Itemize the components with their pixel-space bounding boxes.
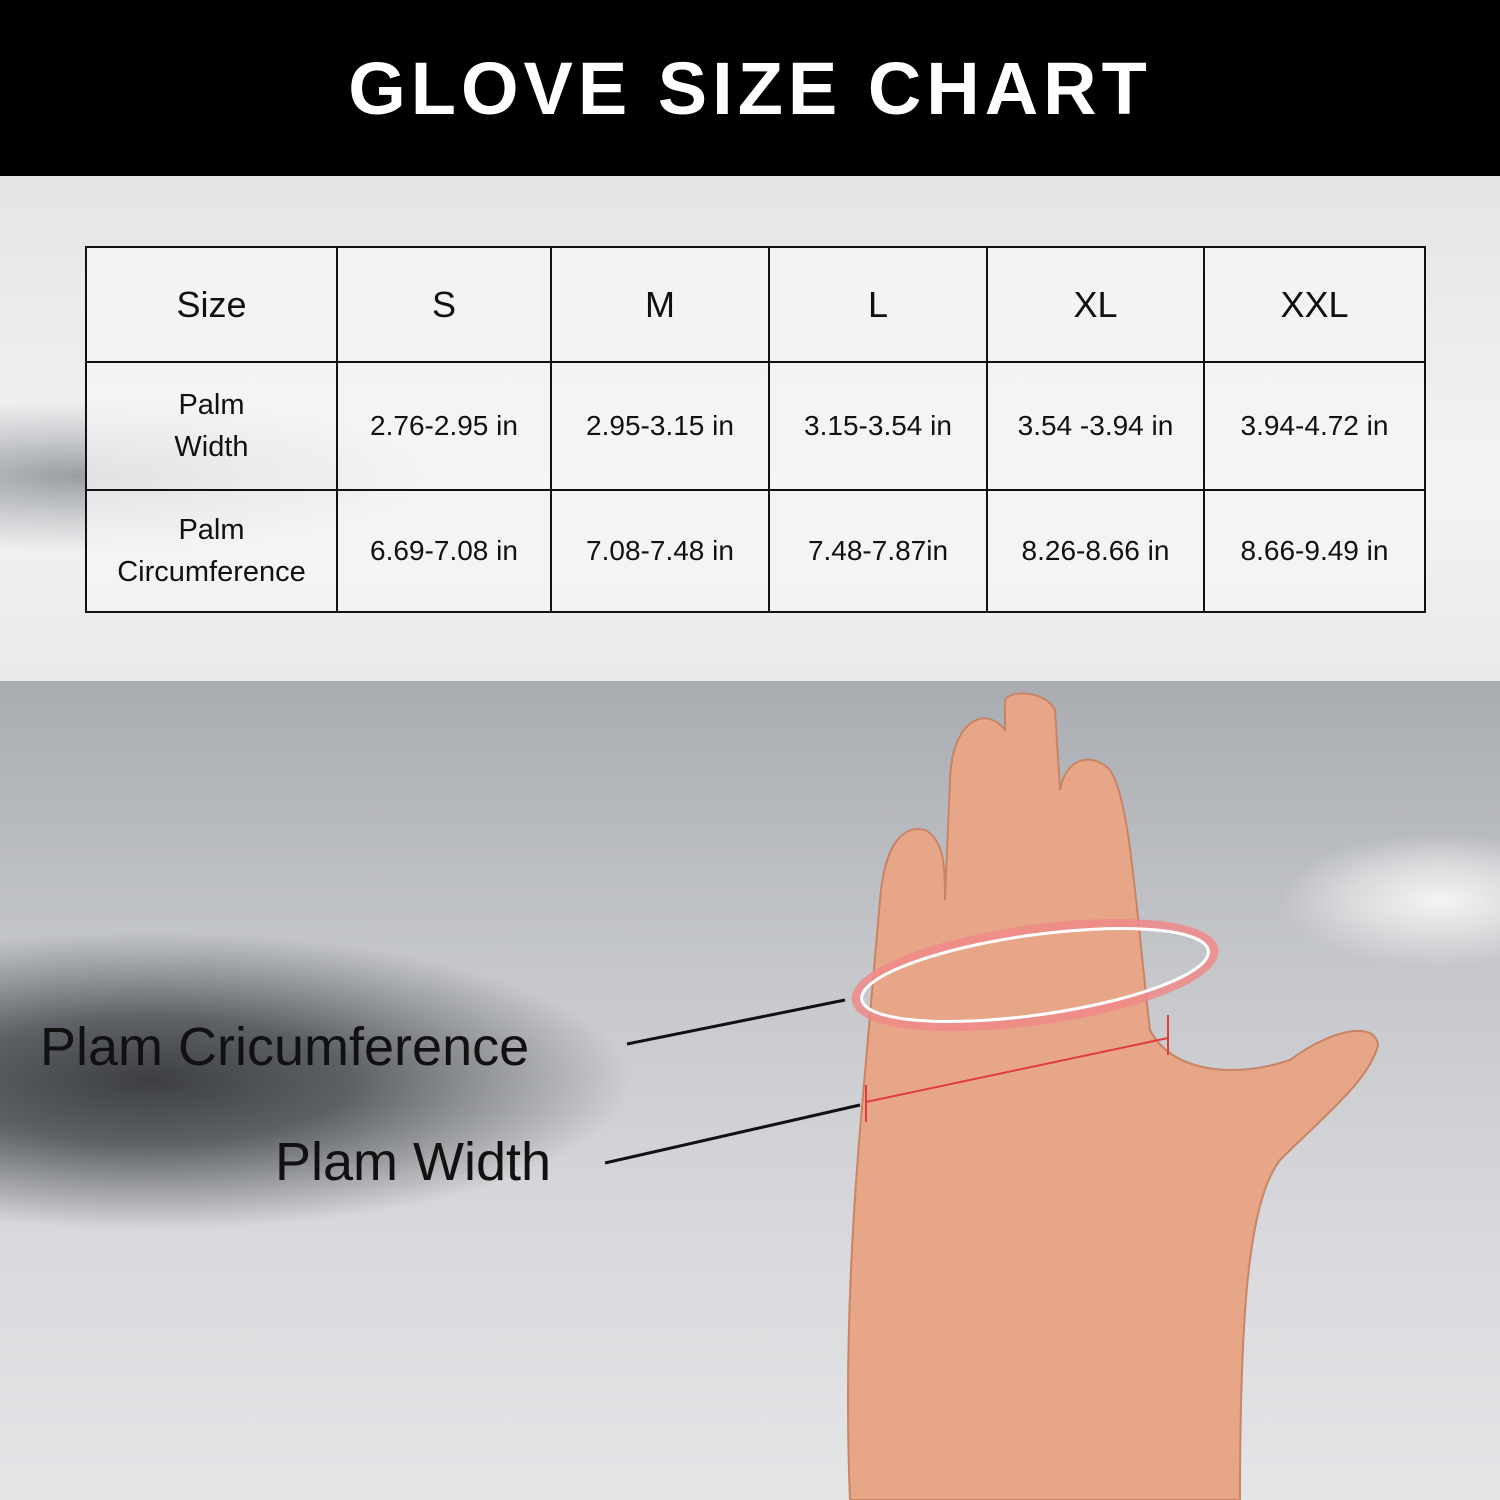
table-cell: 7.08-7.48 in [550, 489, 770, 613]
row-label-line: Palm [178, 514, 245, 546]
size-chart-table: Size S M L XL XXL Palm Width 2.76-2.95 in… [85, 246, 1426, 613]
header-l: L [768, 246, 988, 363]
table-cell: 3.54 -3.94 in [986, 361, 1205, 491]
row-label-line: Palm [178, 389, 245, 421]
width-pointer-line [604, 1103, 861, 1165]
circumference-pointer-line [626, 998, 846, 1046]
width-measure-line [865, 1037, 1169, 1103]
table-cell: 7.48-7.87in [768, 489, 988, 613]
table-cell: 2.95-3.15 in [550, 361, 770, 491]
circumference-annotation: Plam Cricumference [40, 1017, 530, 1077]
table-row: Palm Width 2.76-2.95 in 2.95-3.15 in 3.15… [85, 361, 1426, 491]
width-annotation: Plam Width [275, 1132, 552, 1192]
circumference-ring [851, 918, 1219, 1032]
page-title: GLOVE SIZE CHART [0, 0, 1500, 176]
table-row: Palm Circumference 6.69-7.08 in 7.08-7.48… [85, 489, 1426, 613]
header-size: Size [85, 246, 338, 363]
header-s: S [336, 246, 552, 363]
table-header-row: Size S M L XL XXL [85, 246, 1426, 363]
circumference-ring-inner [860, 927, 1210, 1023]
row-label-palm-circumference: Palm Circumference [85, 489, 338, 613]
row-label-palm-width: Palm Width [85, 361, 338, 491]
header-xxl: XXL [1203, 246, 1426, 363]
table-cell: 6.69-7.08 in [336, 489, 552, 613]
table-cell: 3.94-4.72 in [1203, 361, 1426, 491]
table-cell: 3.15-3.54 in [768, 361, 988, 491]
row-label-line: Circumference [117, 556, 306, 588]
hand-icon [847, 692, 1380, 1500]
table-cell: 8.26-8.66 in [986, 489, 1205, 613]
table-cell: 8.66-9.49 in [1203, 489, 1426, 613]
header-m: M [550, 246, 770, 363]
table-cell: 2.76-2.95 in [336, 361, 552, 491]
row-label-line: Width [174, 431, 249, 463]
header-xl: XL [986, 246, 1205, 363]
